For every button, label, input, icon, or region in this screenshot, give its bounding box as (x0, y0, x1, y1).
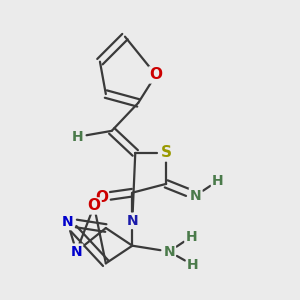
Text: O: O (88, 198, 100, 213)
Text: N: N (190, 189, 202, 202)
Text: O: O (95, 190, 108, 205)
Text: H: H (185, 230, 197, 244)
Text: S: S (161, 146, 172, 160)
Text: N: N (62, 215, 74, 229)
Text: H: H (212, 174, 224, 188)
Text: N: N (163, 244, 175, 259)
Text: O: O (149, 68, 162, 82)
Text: N: N (127, 214, 138, 228)
Text: H: H (187, 258, 199, 272)
Text: H: H (72, 130, 84, 144)
Text: N: N (70, 244, 82, 259)
